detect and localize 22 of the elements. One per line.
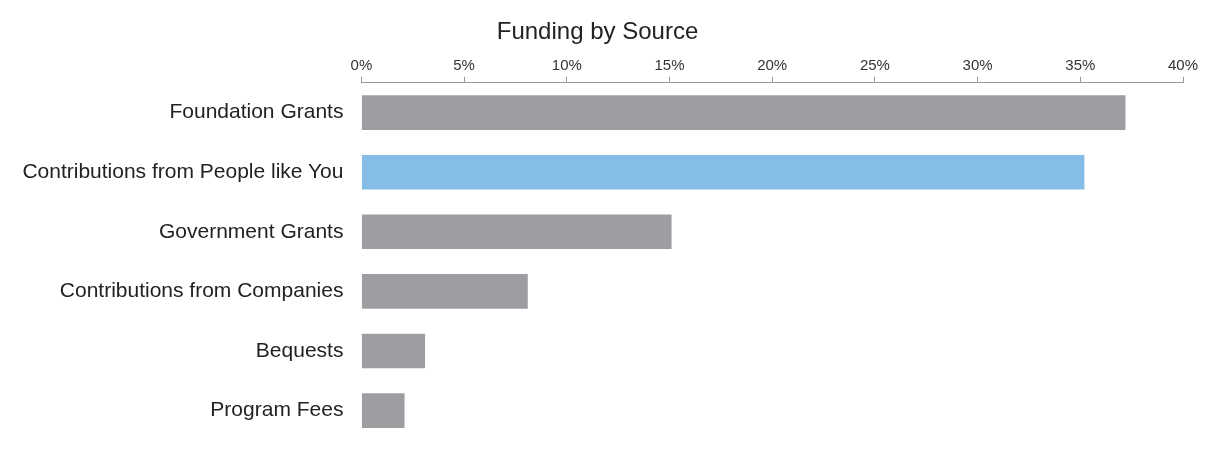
bar: [361, 154, 1085, 190]
y-tick-label: Program Fees: [210, 397, 344, 421]
x-tick-label: 15%: [654, 55, 685, 73]
bar: [361, 393, 405, 428]
x-tick-label: 0%: [350, 55, 373, 73]
y-tick-label: Contributions from People like You: [22, 159, 344, 182]
chart-title: Funding by Source: [496, 17, 699, 45]
x-tick-label: 10%: [551, 55, 582, 73]
y-tick-label: Bequests: [255, 337, 344, 361]
x-tick-label: 40%: [1167, 55, 1199, 73]
y-tick-label: Foundation Grants: [169, 99, 344, 123]
x-tick-label: 35%: [1065, 55, 1096, 73]
y-tick-label: Contributions from Companies: [59, 278, 344, 302]
x-tick-label: 20%: [757, 55, 788, 73]
x-tick-label: 25%: [859, 55, 890, 73]
bar: [361, 214, 672, 250]
x-tick-label: 5%: [453, 55, 475, 73]
bar: [361, 95, 1126, 130]
y-tick-label: Government Grants: [159, 218, 344, 242]
bar: [361, 333, 426, 369]
bar: [361, 274, 528, 309]
x-tick-label: 30%: [962, 55, 993, 73]
